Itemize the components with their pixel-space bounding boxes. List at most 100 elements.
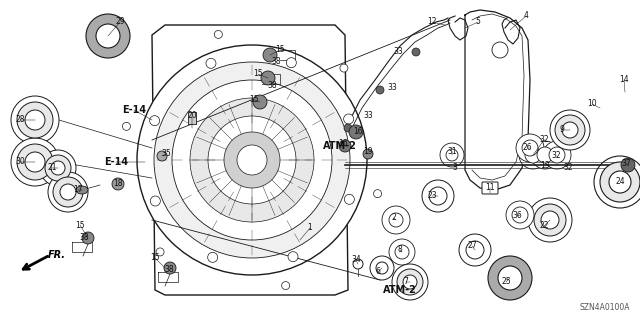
Circle shape (440, 143, 464, 167)
Circle shape (392, 264, 428, 300)
Circle shape (446, 149, 458, 161)
Circle shape (286, 58, 296, 68)
Circle shape (86, 14, 130, 58)
Circle shape (208, 116, 296, 204)
Circle shape (164, 262, 176, 274)
Circle shape (594, 156, 640, 208)
Circle shape (339, 140, 351, 152)
Text: ATM-2: ATM-2 (383, 285, 417, 295)
Text: 13: 13 (540, 162, 550, 171)
Text: 15: 15 (275, 45, 285, 54)
Text: 22: 22 (540, 221, 548, 230)
Text: 11: 11 (485, 183, 495, 193)
Text: 17: 17 (73, 186, 83, 195)
Text: 38: 38 (271, 58, 281, 67)
Circle shape (206, 58, 216, 68)
Text: E-14: E-14 (104, 157, 128, 167)
Bar (188, 112, 196, 124)
Circle shape (25, 110, 45, 130)
Text: 15: 15 (150, 253, 160, 262)
Circle shape (282, 282, 290, 290)
Text: 34: 34 (351, 255, 361, 265)
Circle shape (541, 211, 559, 229)
Circle shape (549, 147, 565, 163)
Circle shape (537, 147, 553, 163)
Text: 16: 16 (353, 127, 363, 137)
Circle shape (516, 134, 544, 162)
Text: 23: 23 (427, 191, 437, 201)
Circle shape (261, 71, 275, 85)
Text: 9: 9 (559, 125, 564, 134)
FancyBboxPatch shape (482, 182, 498, 194)
Circle shape (25, 152, 45, 172)
Text: 25: 25 (501, 277, 511, 286)
Text: 33: 33 (393, 47, 403, 57)
Text: 10: 10 (587, 100, 597, 108)
Circle shape (363, 149, 373, 159)
Circle shape (600, 162, 640, 202)
Text: 8: 8 (397, 245, 403, 254)
Text: 26: 26 (522, 143, 532, 153)
Circle shape (609, 171, 631, 193)
Circle shape (528, 198, 572, 242)
Text: 21: 21 (47, 164, 57, 172)
Circle shape (154, 62, 350, 258)
Circle shape (214, 30, 222, 38)
Circle shape (157, 151, 167, 161)
Text: 18: 18 (113, 180, 123, 188)
Circle shape (60, 184, 76, 200)
Circle shape (543, 141, 571, 169)
Circle shape (412, 48, 420, 56)
Circle shape (344, 124, 352, 132)
Circle shape (150, 196, 161, 206)
Circle shape (253, 95, 267, 109)
Text: ATM-2: ATM-2 (323, 141, 357, 151)
Circle shape (11, 96, 59, 144)
Circle shape (156, 248, 164, 256)
Circle shape (459, 234, 491, 266)
Circle shape (498, 266, 522, 290)
Circle shape (525, 147, 541, 163)
Circle shape (389, 239, 415, 265)
Circle shape (422, 180, 454, 212)
Text: 1: 1 (308, 223, 312, 233)
Circle shape (207, 252, 218, 262)
Circle shape (488, 256, 532, 300)
Circle shape (397, 269, 423, 295)
Circle shape (150, 116, 159, 126)
Circle shape (237, 145, 267, 175)
Circle shape (344, 194, 355, 204)
Text: 12: 12 (428, 18, 436, 27)
Circle shape (190, 98, 314, 222)
Circle shape (370, 256, 394, 280)
Circle shape (51, 161, 65, 175)
Circle shape (263, 48, 277, 62)
Circle shape (389, 213, 403, 227)
Text: 15: 15 (249, 95, 259, 105)
Circle shape (96, 24, 120, 48)
Circle shape (492, 42, 508, 58)
Text: 38: 38 (164, 266, 174, 275)
Text: 16: 16 (338, 140, 348, 148)
Circle shape (376, 86, 384, 94)
Circle shape (512, 207, 528, 223)
Circle shape (344, 114, 354, 124)
Circle shape (562, 122, 578, 138)
Text: 32: 32 (539, 135, 549, 145)
Text: FR.: FR. (48, 250, 66, 260)
Text: 29: 29 (115, 18, 125, 27)
Polygon shape (152, 25, 348, 295)
Ellipse shape (76, 186, 88, 194)
Circle shape (122, 122, 131, 130)
Text: 19: 19 (363, 148, 373, 156)
Text: 38: 38 (79, 234, 89, 243)
Text: SZN4A0100A: SZN4A0100A (579, 303, 630, 312)
Circle shape (53, 177, 83, 207)
Circle shape (45, 155, 71, 181)
Circle shape (522, 140, 538, 156)
Circle shape (506, 201, 534, 229)
Circle shape (403, 275, 417, 289)
Text: 32: 32 (551, 151, 561, 161)
Circle shape (531, 141, 559, 169)
Text: 2: 2 (392, 213, 396, 222)
